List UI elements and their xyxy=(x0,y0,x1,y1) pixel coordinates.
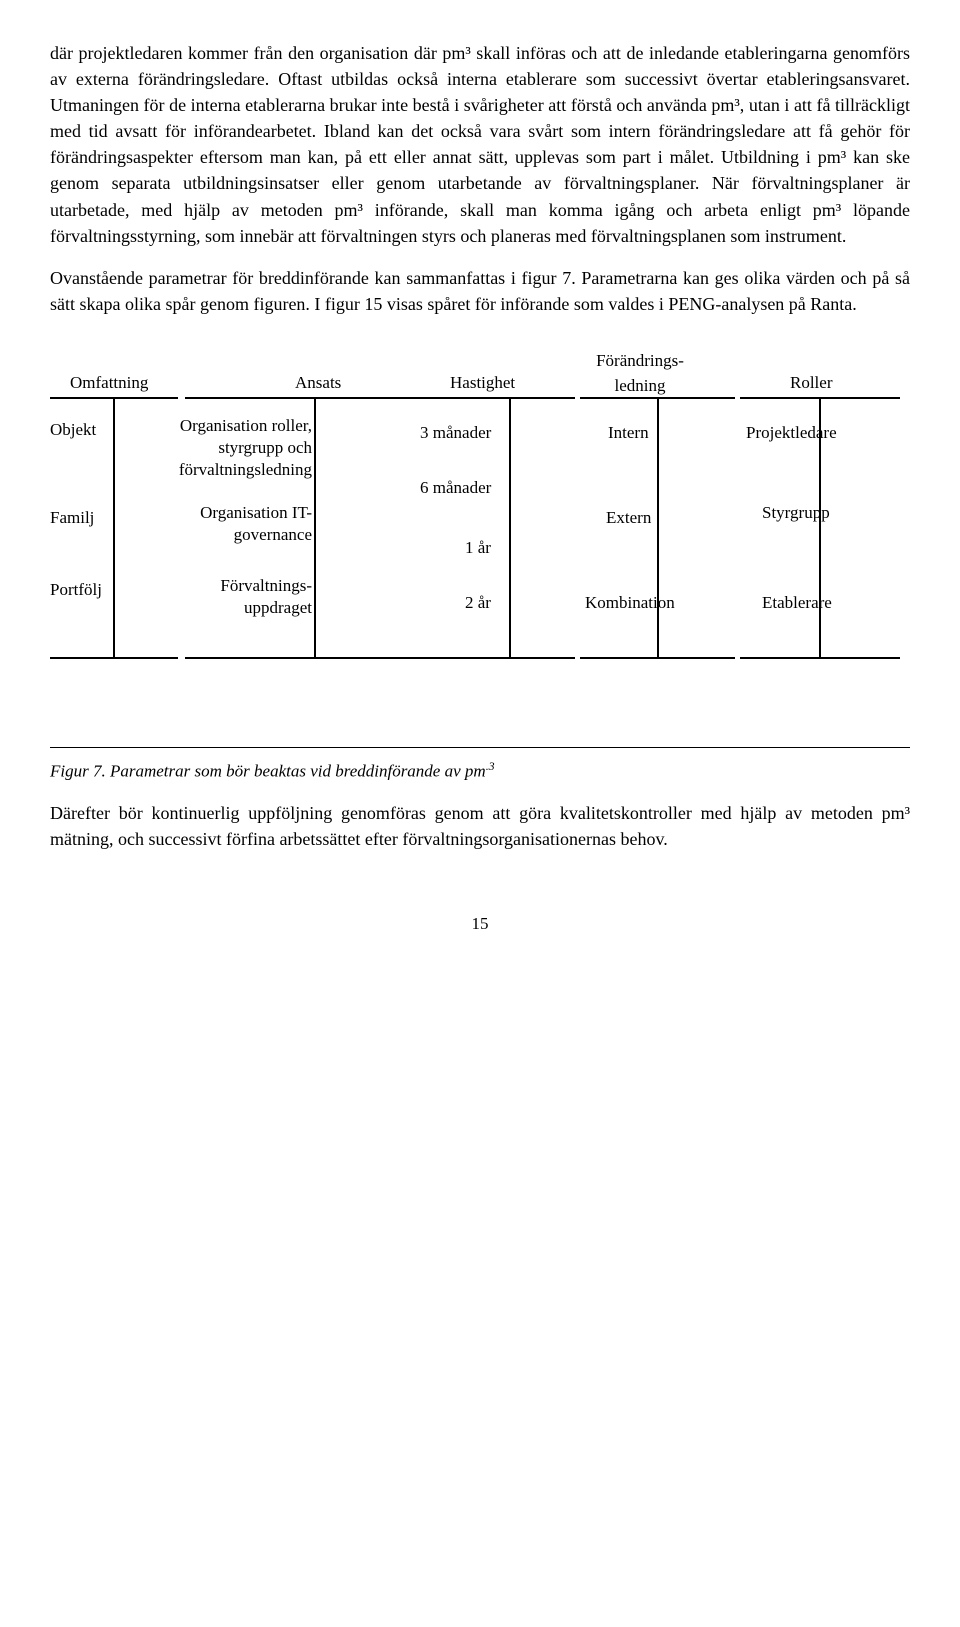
col5-botline xyxy=(740,657,900,659)
col4-r2: Extern xyxy=(606,507,651,529)
col4-r1: Intern xyxy=(608,422,649,444)
col2-r1: Organisation roller, styrgrupp och förva… xyxy=(150,415,312,481)
col4-botline xyxy=(580,657,735,659)
col3-vert xyxy=(509,397,511,657)
page-number: 15 xyxy=(50,912,910,937)
col2-r2-l2: governance xyxy=(234,525,312,544)
col2-botline xyxy=(185,657,445,659)
paragraph-3: Därefter bör kontinuerlig uppföljning ge… xyxy=(50,800,910,852)
col2-r2: Organisation IT- governance xyxy=(150,502,312,546)
col2-r3: Förvaltnings- uppdraget xyxy=(170,575,312,619)
paragraph-1: där projektledaren kommer från den organ… xyxy=(50,40,910,249)
col3-r4: 2 år xyxy=(465,592,491,614)
col2-r1-l2: styrgrupp och xyxy=(218,438,312,457)
col3-botline xyxy=(445,657,575,659)
figure-rule xyxy=(50,747,910,748)
col5-r1: Projektledare xyxy=(746,422,837,444)
col3-r1: 3 månader xyxy=(420,422,491,444)
header-ansats: Ansats xyxy=(295,371,341,396)
header-hastighet: Hastighet xyxy=(450,371,515,396)
col3-r3: 1 år xyxy=(465,537,491,559)
col2-r3-l2: uppdraget xyxy=(244,598,312,617)
figure-caption: Figur 7. Parametrar som bör beaktas vid … xyxy=(50,758,910,784)
header-forandring-l2: ledning xyxy=(615,376,666,395)
col2-r1-l1: Organisation roller, xyxy=(180,416,312,435)
figure-caption-sup: .3 xyxy=(486,759,495,773)
paragraph-2: Ovanstående parametrar för breddinförand… xyxy=(50,265,910,317)
col2-r3-l1: Förvaltnings- xyxy=(220,576,312,595)
col1-botline xyxy=(50,657,178,659)
col4-r3: Kombination xyxy=(585,592,675,614)
figure-caption-text: Parametrar som bör beaktas vid breddinfö… xyxy=(110,762,486,781)
col2-r2-l1: Organisation IT- xyxy=(200,503,312,522)
header-roller: Roller xyxy=(790,371,833,396)
header-omfattning: Omfattning xyxy=(70,371,148,396)
col4-vert xyxy=(657,397,659,657)
col2-r1-l3: förvaltningsledning xyxy=(179,460,312,479)
col5-r2: Styrgrupp xyxy=(762,502,830,524)
col3-r2: 6 månader xyxy=(420,477,491,499)
col5-r3: Etablerare xyxy=(762,592,832,614)
figure-caption-prefix: Figur 7. xyxy=(50,762,110,781)
header-forandring-l1: Förändrings- xyxy=(596,351,684,370)
col1-r2: Familj xyxy=(50,507,94,529)
figure-diagram: Omfattning Ansats Hastighet Förändrings-… xyxy=(50,347,910,707)
header-forandring: Förändrings- ledning xyxy=(585,349,695,398)
col1-r3: Portfölj xyxy=(50,579,102,601)
col1-vert xyxy=(113,397,115,657)
col2-vert xyxy=(314,397,316,657)
col1-r1: Objekt xyxy=(50,419,96,441)
